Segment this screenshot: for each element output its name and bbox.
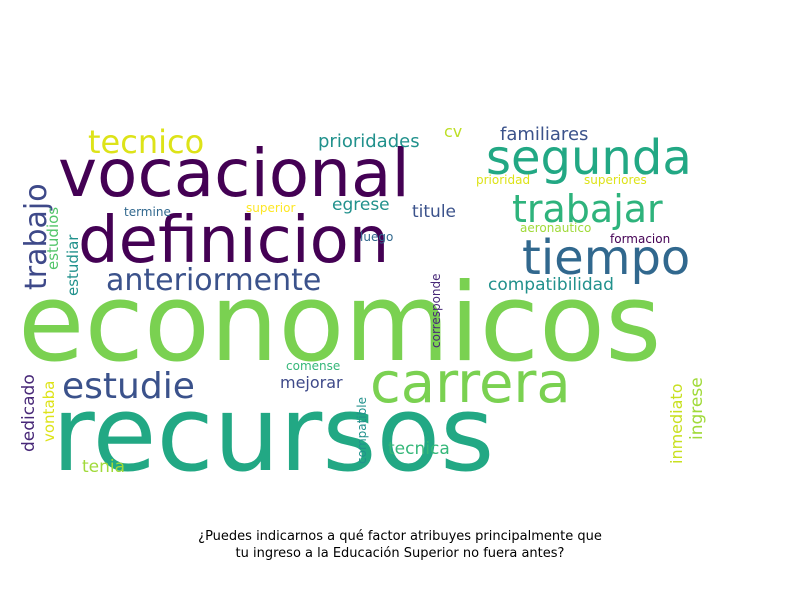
word-comense: comense [286, 359, 340, 373]
word-dedicado: dedicado [19, 374, 39, 452]
word-estudiar: estudiar [64, 234, 82, 296]
word-ingrese: ingrese [687, 377, 707, 440]
word-mejorar: mejorar [280, 373, 343, 392]
word-superior: superior [246, 201, 295, 215]
word-tiempo: tiempo [522, 230, 690, 286]
word-egrese: egrese [332, 195, 390, 215]
word-trabajo: trabajo [19, 183, 54, 290]
caption-line-1: ¿Puedes indicarnos a qué factor atribuye… [198, 529, 602, 544]
word-tenia: tenia [82, 457, 125, 477]
word-estudios: estudios [44, 207, 62, 270]
figure-caption: ¿Puedes indicarnos a qué factor atribuye… [0, 528, 800, 562]
word-vocacional: vocacional [58, 135, 410, 212]
word-prioridades: prioridades [318, 131, 420, 152]
word-prioridad: prioridad [476, 173, 530, 187]
word-tecnica: tecnica [388, 439, 450, 459]
word-estudie: estudie [62, 366, 195, 407]
word-economicos: economicos [18, 261, 661, 386]
word-segunda: segunda [486, 130, 692, 186]
caption-line-2: tu ingreso a la Educación Superior no fu… [235, 546, 565, 561]
word-formacion: formacion [610, 232, 670, 246]
word-inmediato: inmediato [667, 384, 686, 464]
word-trabajar: trabajar [512, 187, 663, 231]
word-titule: titule [412, 202, 456, 222]
word-definicion: definicion [78, 204, 389, 278]
word-carrera: carrera [370, 351, 571, 416]
word-aeronautico: aeronautico [520, 221, 591, 235]
word-anteriormente: anteriormente [106, 263, 321, 298]
word-termine: termine [124, 205, 171, 219]
word-compatibilidad: compatibilidad [488, 275, 614, 295]
word-cv: cv [444, 122, 462, 141]
word-recursos: recursos [52, 373, 494, 495]
word-compatible: compatible [355, 397, 369, 464]
word-luego: luego [360, 230, 393, 244]
word-vontaba: vontaba [40, 381, 58, 442]
word-superiores: superiores [584, 173, 647, 187]
word-tecnico: tecnico [88, 123, 204, 161]
word-corresponde: corresponde [429, 273, 443, 348]
word-familiares: familiares [500, 124, 588, 145]
